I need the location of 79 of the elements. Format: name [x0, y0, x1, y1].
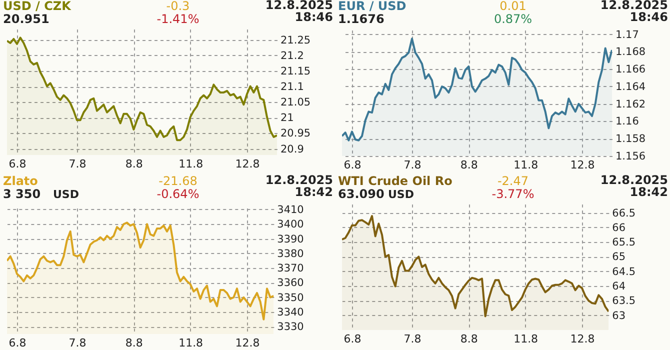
chart-subtitle: 63.090 — [338, 187, 384, 201]
x-tick-label: 12.8 — [570, 158, 595, 172]
x-tick-label: 6.8 — [8, 158, 26, 170]
y-tick-label: 1.166 — [616, 64, 646, 76]
text: 12.8.2025 — [265, 173, 333, 187]
y-tick-label: 21 — [280, 112, 294, 124]
y-tick-label: 21.2 — [280, 50, 304, 62]
text: 12.8.2025 — [600, 0, 668, 12]
x-tick-label: 6.8 — [344, 332, 362, 346]
y-tick-label: 1.168 — [616, 46, 646, 58]
text: -21.68 — [158, 174, 198, 188]
x-tick-label: 12.8 — [570, 332, 595, 346]
text: 0.87% — [492, 12, 534, 26]
y-tick-label: 64.5 — [612, 266, 636, 278]
y-tick-label: 1.17 — [616, 28, 639, 41]
x-tick-label: 12.8 — [235, 158, 260, 170]
text: 18:46 — [628, 10, 668, 24]
y-tick-label: 1.162 — [616, 98, 646, 110]
y-tick-label: 3360 — [277, 277, 304, 290]
y-tick-label: 63 — [612, 310, 626, 322]
text: -2.47 — [496, 174, 530, 188]
y-tick-label: 1.156 — [616, 150, 646, 162]
y-tick-label: 65.5 — [612, 236, 636, 249]
text: 0.01 — [498, 0, 528, 13]
y-tick-label: 3400 — [277, 218, 304, 231]
y-tick-label: 1.164 — [616, 80, 646, 93]
y-tick-label: 3380 — [277, 248, 304, 260]
chart-title: Zlato — [3, 174, 38, 188]
x-tick-label: 7.8 — [68, 336, 86, 350]
y-tick-label: 63.5 — [612, 295, 636, 308]
y-tick-label: 3410 — [277, 204, 304, 216]
x-tick-label: 8.8 — [125, 158, 143, 170]
chart-subtitle: 20.951 — [3, 12, 50, 26]
y-tick-label: 64 — [612, 280, 626, 293]
x-tick-label: 11.8 — [178, 158, 204, 170]
chart-title: EUR / USD — [338, 0, 406, 13]
x-tick-label: 7.8 — [68, 158, 86, 170]
x-tick-label: 11.8 — [514, 332, 538, 346]
chart-subtitle: 3 350 — [3, 187, 41, 201]
x-tick-label: 7.8 — [404, 158, 422, 172]
y-tick-label: 21.15 — [280, 66, 311, 78]
y-tick-label: 21.1 — [280, 81, 304, 94]
text: 12.8.2025 — [265, 0, 333, 12]
chart-title: WTI Crude Oil Ro — [338, 174, 452, 188]
y-tick-label: 3330 — [277, 321, 304, 334]
y-tick-label: 66.5 — [612, 207, 636, 220]
text: -1.41% — [156, 12, 200, 26]
x-tick-label: 8.8 — [125, 336, 143, 350]
y-tick-label: 65 — [612, 251, 626, 264]
y-tick-label: 66 — [612, 222, 626, 234]
chart-title: USD / CZK — [3, 0, 71, 13]
text: 12.8.2025 — [600, 173, 668, 187]
y-axis-title: USD — [53, 188, 79, 201]
y-tick-label: 3340 — [277, 306, 304, 319]
y-tick-label: 3390 — [277, 233, 304, 246]
y-tick-label: 21.05 — [280, 96, 311, 109]
x-tick-label: 12.8 — [235, 336, 260, 350]
chart-subtitle: 1.1676 — [338, 12, 384, 26]
y-tick-label: 3370 — [277, 262, 304, 275]
x-tick-label: 6.8 — [8, 336, 26, 350]
text: -3.77% — [490, 187, 536, 201]
x-tick-label: 7.8 — [404, 332, 422, 346]
x-tick-label: 8.8 — [460, 332, 478, 346]
y-tick-label: 21.25 — [280, 34, 311, 46]
y-tick-label: 1.16 — [616, 116, 640, 128]
x-tick-label: 11.8 — [514, 158, 538, 172]
x-tick-label: 6.8 — [344, 158, 362, 172]
y-tick-label: 20.9 — [280, 143, 304, 156]
text: 18:42 — [294, 185, 333, 199]
y-axis-title: USD — [388, 188, 414, 201]
y-tick-label: 1.158 — [616, 133, 646, 146]
text: -0.3 — [165, 0, 191, 13]
text: 18:42 — [628, 185, 668, 199]
text: 18:46 — [294, 10, 333, 24]
text: -0.64% — [156, 187, 200, 201]
y-tick-label: 20.95 — [280, 128, 311, 140]
y-tick-label: 3350 — [277, 292, 304, 304]
x-tick-label: 11.8 — [178, 336, 204, 350]
x-tick-label: 8.8 — [460, 158, 478, 172]
